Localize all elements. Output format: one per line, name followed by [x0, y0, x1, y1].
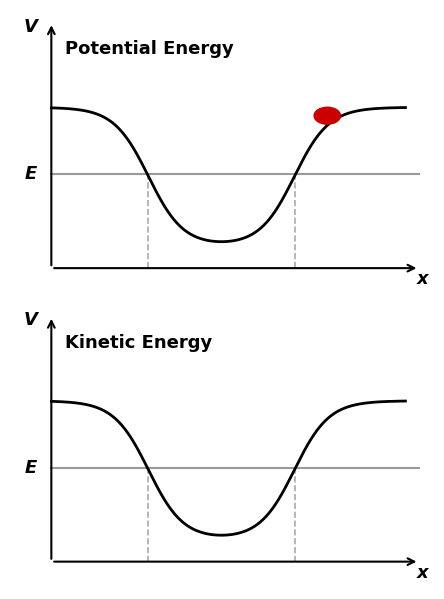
- Text: V: V: [24, 18, 37, 36]
- Text: x: x: [417, 564, 428, 582]
- Text: E: E: [24, 165, 37, 183]
- Text: V: V: [24, 311, 37, 329]
- Text: Potential Energy: Potential Energy: [65, 40, 234, 58]
- Text: Kinetic Energy: Kinetic Energy: [65, 334, 213, 352]
- Text: x: x: [417, 270, 428, 288]
- Circle shape: [314, 107, 341, 124]
- Text: E: E: [24, 459, 37, 477]
